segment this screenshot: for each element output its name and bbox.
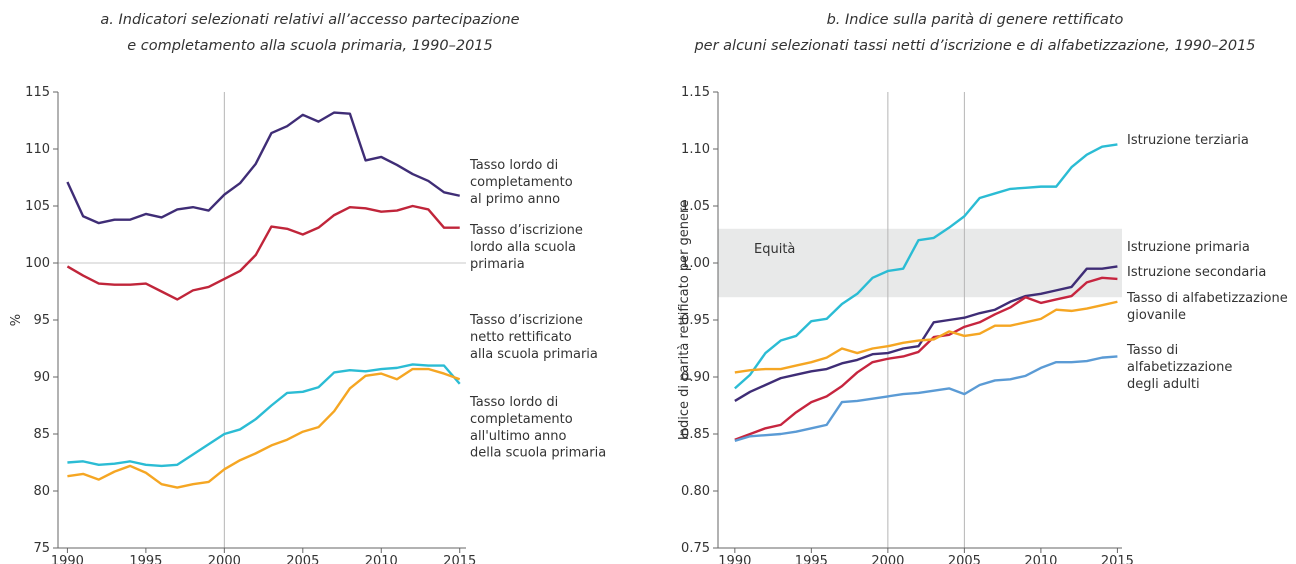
y-tick-label: 1.00	[681, 256, 710, 271]
x-tick-label: 1995	[795, 554, 828, 564]
band-label: Equità	[754, 241, 795, 256]
y-tick-label: 1.05	[681, 199, 710, 214]
x-tick-label: 1990	[51, 554, 84, 564]
series-line	[67, 367, 461, 489]
y-tick-label: 0.95	[681, 313, 710, 328]
series-label: Tasso d’iscrizione lordo alla scuola prima…	[469, 223, 583, 272]
chart-title: a. Indicatori selezionati relativi all’a…	[100, 12, 519, 28]
y-tick-label: 75	[33, 541, 50, 556]
series-line	[734, 143, 1118, 390]
y-tick-label: 115	[25, 85, 50, 100]
series-line	[66, 111, 460, 225]
y-tick-label: 0.90	[681, 370, 710, 385]
x-tick-label: 2010	[365, 554, 398, 564]
y-tick-label: 0.80	[681, 484, 710, 499]
x-tick-label: 1995	[129, 554, 162, 564]
x-tick-label: 2005	[948, 554, 981, 564]
series-label: Tasso lordo di completamento al primo anno	[469, 158, 573, 207]
x-tick-label: 2000	[208, 554, 241, 564]
series-label: Tasso di alfabetizzazione giovanile	[1126, 291, 1288, 323]
series-label: Istruzione primaria	[1127, 240, 1250, 255]
y-axis-label: Indice di parità rettificato per genere	[677, 200, 692, 440]
series-label: Tasso lordo di completamento all'ultimo an…	[469, 395, 606, 461]
y-tick-label: 110	[25, 142, 50, 157]
series-label: Istruzione secondaria	[1127, 265, 1266, 280]
x-tick-label: 1990	[718, 554, 751, 564]
series-line	[734, 300, 1118, 374]
series-label: Istruzione terziaria	[1127, 133, 1249, 148]
y-axis-label: %	[9, 314, 24, 326]
y-tick-label: 1.10	[681, 142, 710, 157]
series-line	[734, 276, 1118, 441]
y-tick-label: 0.85	[681, 427, 710, 442]
x-tick-label: 2010	[1024, 554, 1057, 564]
x-tick-label: 2005	[286, 554, 319, 564]
y-tick-label: 80	[33, 484, 50, 499]
y-tick-label: 85	[33, 427, 50, 442]
y-tick-label: 1.15	[681, 85, 710, 100]
series-line	[734, 265, 1118, 402]
series-label: Tasso di alfabetizzazione degli adulti	[1126, 343, 1232, 392]
chart-title: e completamento alla scuola primaria, 19…	[127, 38, 493, 54]
series-line	[66, 204, 460, 301]
x-tick-label: 2000	[871, 554, 904, 564]
series-label: Tasso d’iscrizione netto rettificato alla …	[469, 313, 598, 362]
y-tick-label: 95	[33, 313, 50, 328]
x-tick-label: 2015	[1101, 554, 1134, 564]
chart-title: per alcuni selezionati tassi netti d’isc…	[693, 38, 1255, 54]
y-tick-label: 0.75	[681, 541, 710, 556]
y-tick-label: 105	[25, 199, 50, 214]
y-tick-label: 100	[25, 256, 50, 271]
series-line	[734, 355, 1118, 442]
y-tick-label: 90	[33, 370, 50, 385]
chart-title: b. Indice sulla parità di genere rettifi…	[827, 12, 1124, 28]
x-tick-label: 2015	[443, 554, 476, 564]
series-line	[67, 363, 461, 468]
